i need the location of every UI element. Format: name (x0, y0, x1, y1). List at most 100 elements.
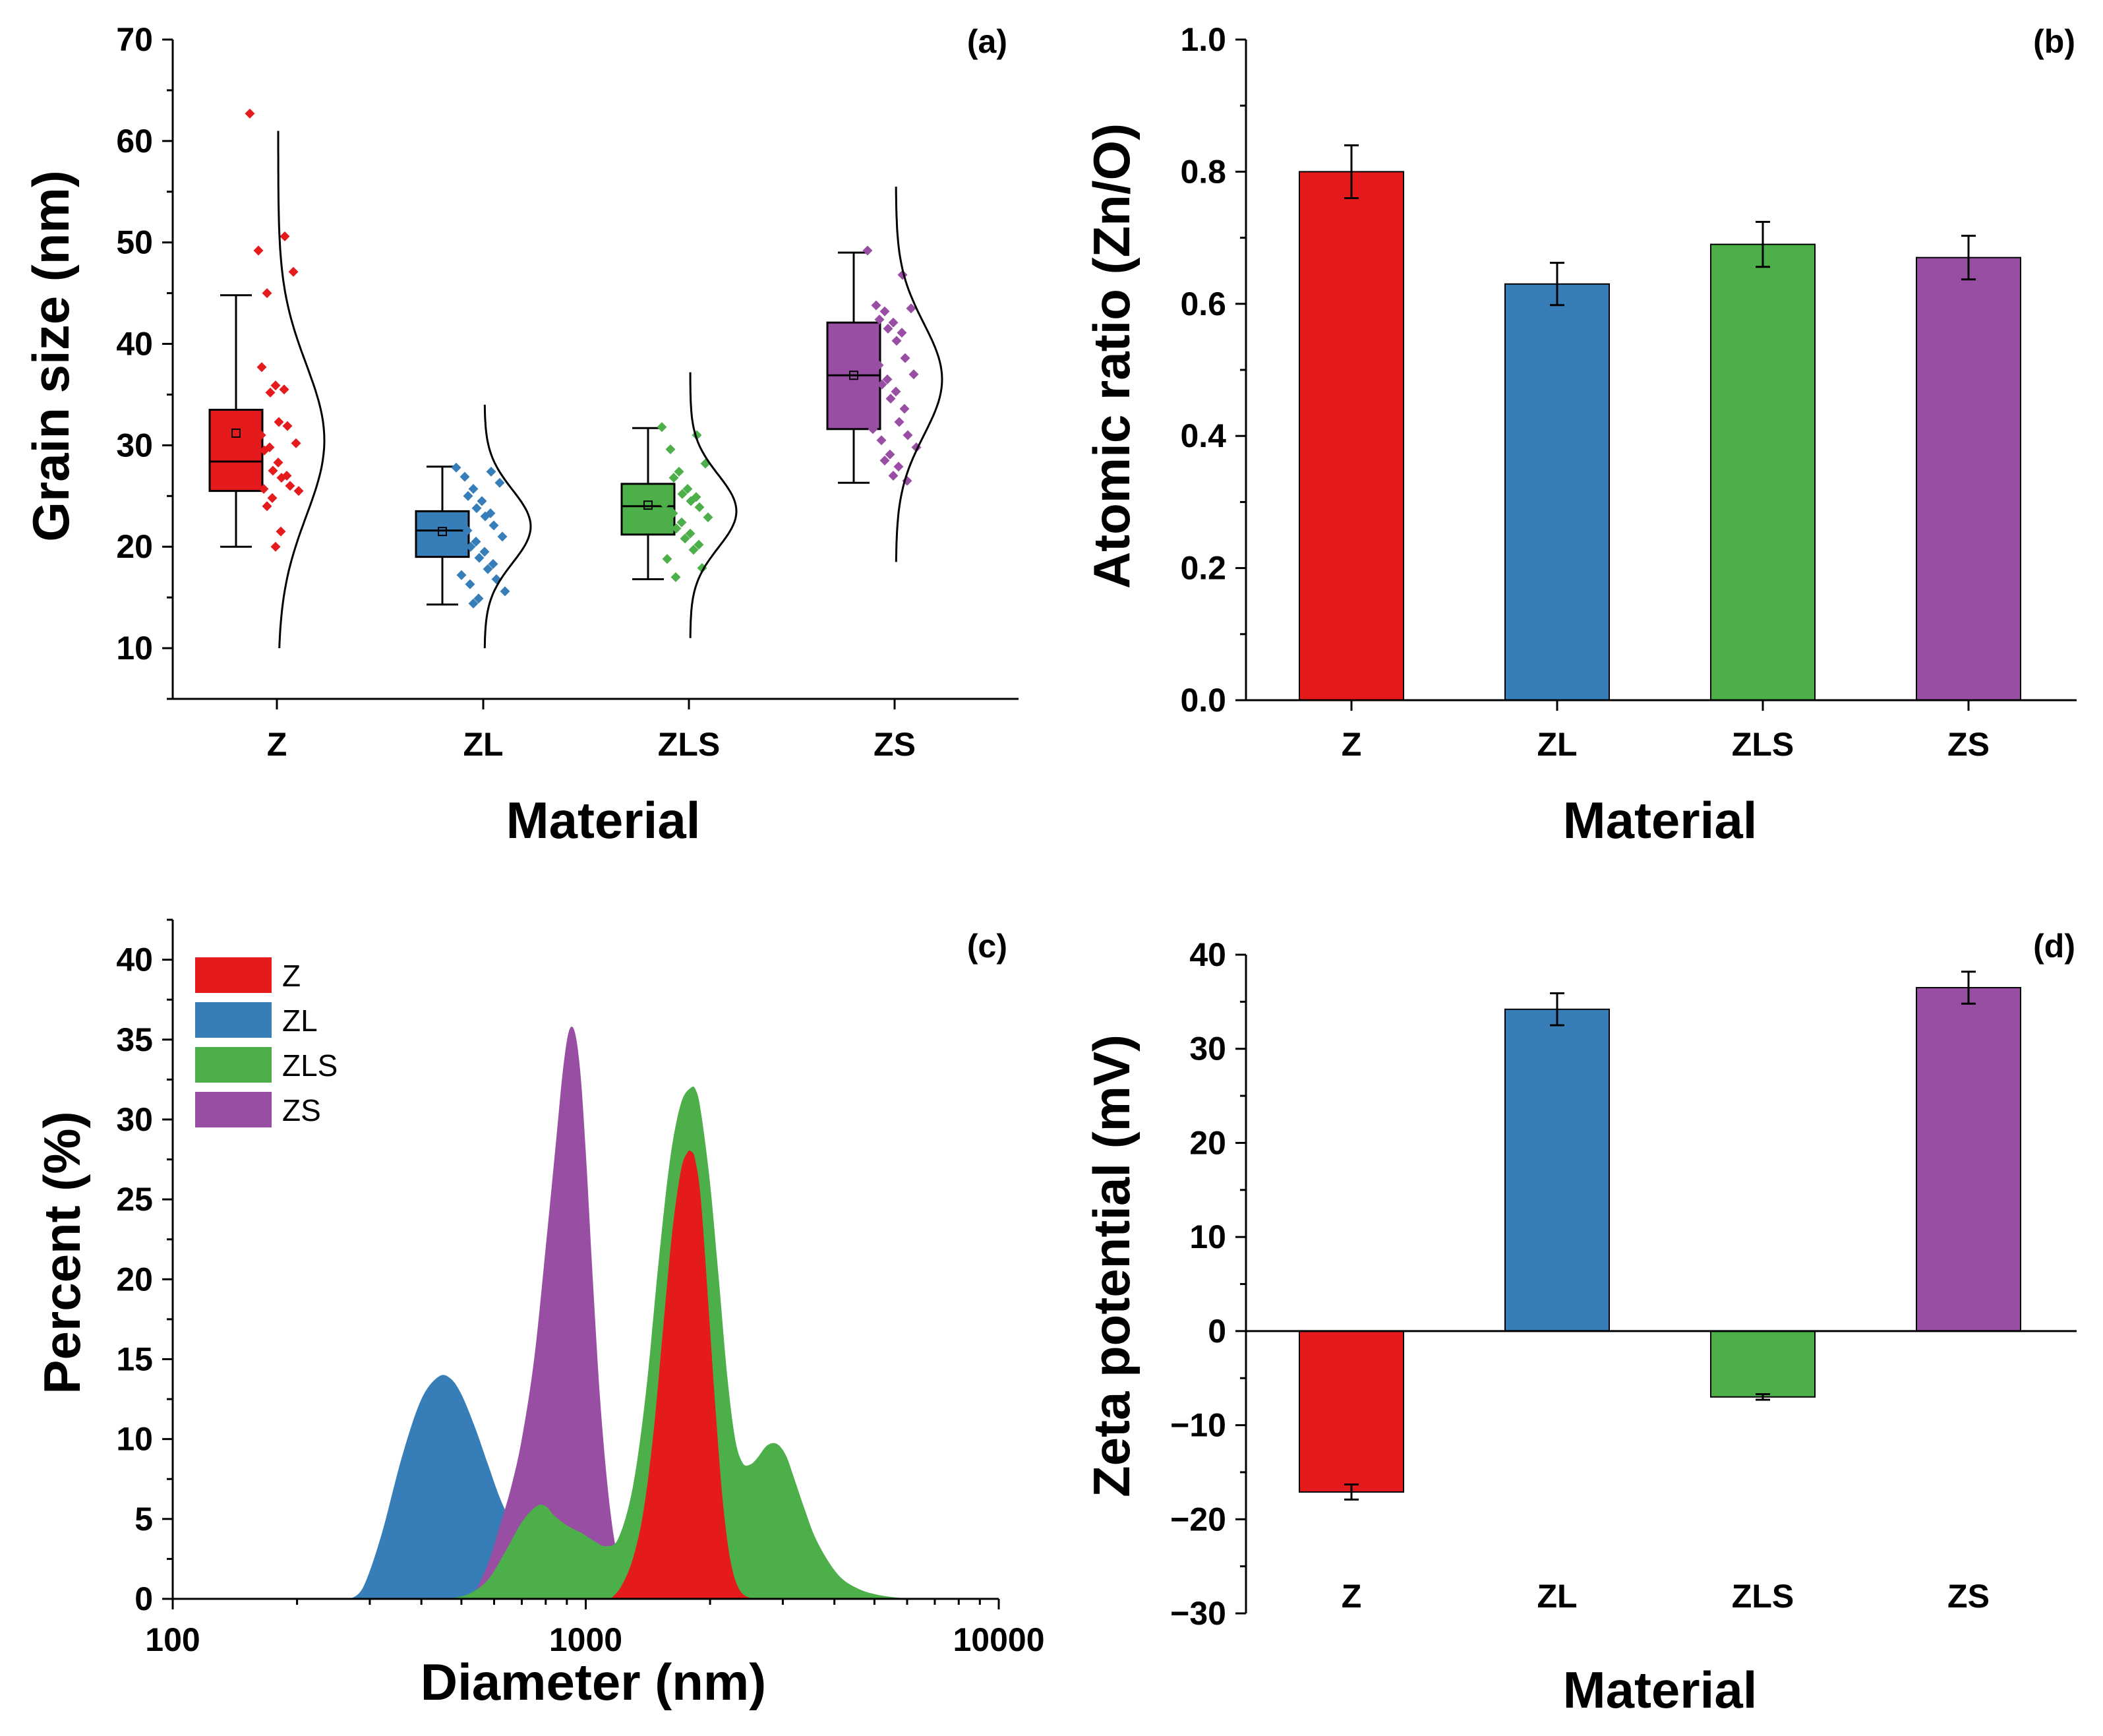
area-series-Z (610, 1151, 754, 1599)
panel-b-xlabel: Material (1563, 791, 1758, 849)
dist-curve-Z (277, 131, 326, 649)
point-Z-5 (256, 362, 267, 373)
point-ZLS-19 (688, 545, 699, 555)
point-ZL-19 (483, 564, 493, 574)
point-ZS-22 (876, 435, 887, 446)
point-Z-21 (285, 481, 295, 491)
panel-c-xtick-label: 100 (145, 1621, 200, 1658)
point-ZL-2 (459, 471, 470, 482)
point-ZS-26 (893, 462, 904, 472)
panel-a-xtick-label: ZL (463, 726, 503, 763)
point-ZL-24 (473, 593, 484, 604)
point-ZLS-10 (659, 499, 670, 510)
point-ZS-14 (882, 374, 893, 384)
point-ZS-12 (874, 360, 884, 371)
point-ZL-11 (489, 520, 499, 531)
point-ZLS-2 (665, 444, 676, 455)
panel-c-ytick-label: 25 (116, 1181, 153, 1218)
point-ZL-16 (479, 547, 490, 557)
panel-b-ytick-label: 0.2 (1180, 550, 1226, 587)
panel-c-xlabel: Diameter (nm) (421, 1653, 766, 1711)
panel-d-ytick-label: 40 (1189, 936, 1226, 973)
point-ZL-0 (451, 462, 461, 473)
panel-d-ytick-label: −10 (1170, 1407, 1226, 1444)
point-Z-0 (245, 108, 255, 119)
point-ZL-20 (456, 570, 467, 580)
point-ZS-0 (862, 245, 873, 256)
point-ZL-4 (468, 484, 479, 494)
point-ZS-8 (897, 328, 907, 338)
bar-Z (1299, 171, 1404, 701)
panel-b-label: (b) (2033, 23, 2075, 60)
panel-a-xtick-label: Z (267, 726, 287, 763)
point-ZS-18 (899, 404, 910, 414)
dist-curve-ZLS (689, 372, 738, 638)
panel-a-plot-area (208, 108, 943, 649)
point-Z-8 (279, 384, 289, 395)
point-ZS-6 (888, 317, 899, 328)
point-ZLS-7 (677, 489, 688, 499)
point-ZLS-15 (671, 524, 682, 534)
box-Z-mean (231, 428, 241, 438)
panel-b-ytick-label: 0.0 (1180, 682, 1226, 719)
point-Z-2 (253, 245, 264, 256)
panel-c-size-distribution: 0 5 10 15 20 25 30 35 40 100 1000 10000 Z ZL ZLS ZS (c… (33, 918, 1045, 1711)
point-ZL-3 (494, 477, 505, 488)
panel-c-ytick-label: 10 (116, 1421, 153, 1458)
bar-Z (1299, 1330, 1404, 1493)
panel-b-xtick-label: ZLS (1732, 726, 1794, 763)
bar-ZS (1916, 256, 2021, 702)
point-ZLS-0 (657, 422, 667, 433)
point-Z-13 (291, 438, 301, 448)
panel-d-ytick-label: 10 (1189, 1218, 1226, 1255)
legend-swatch-ZL (195, 1002, 272, 1038)
panel-b-xtick-label: ZS (1947, 726, 1990, 763)
panel-c-label: (c) (967, 928, 1007, 965)
point-ZS-24 (885, 449, 895, 460)
point-ZS-19 (894, 417, 904, 427)
panel-b-ylabel: Atomic ratio (Zn/O) (1082, 123, 1140, 589)
point-ZL-18 (488, 558, 498, 569)
point-ZLS-22 (670, 572, 681, 582)
panel-b-plot-area (1299, 144, 2021, 702)
panel-c-ytick-label: 0 (134, 1580, 153, 1617)
point-ZLS-4 (674, 466, 684, 477)
panel-c-plot-area (351, 1027, 927, 1599)
point-ZL-22 (465, 579, 475, 589)
point-Z-12 (256, 430, 266, 440)
panel-a-ytick-label: 30 (116, 427, 153, 464)
area-series-ZS (471, 1027, 670, 1599)
bar-ZLS (1710, 1330, 1816, 1398)
point-ZLS-11 (694, 502, 705, 512)
point-Z-1 (280, 231, 290, 241)
dist-curve-ZS (895, 187, 943, 562)
legend-label-ZS: ZS (282, 1093, 321, 1127)
panel-c-xtick-label: 1000 (549, 1621, 622, 1658)
point-ZLS-14 (676, 517, 687, 527)
panel-b-ytick-label: 0.6 (1180, 285, 1226, 322)
panel-a-grain-size: 10 20 30 40 50 60 70 Z ZL ZLS ZS (a) Material Grai… (22, 21, 1019, 849)
panel-a-ytick-label: 60 (116, 123, 153, 160)
point-ZLS-9 (686, 496, 696, 506)
panel-d-ytick-label: −20 (1170, 1501, 1226, 1538)
panel-a-ytick-label: 50 (116, 224, 153, 261)
point-ZL-7 (471, 503, 482, 514)
legend-swatch-ZS (195, 1092, 272, 1127)
panel-d-xtick-label: ZL (1537, 1578, 1577, 1615)
point-Z-17 (268, 465, 278, 476)
point-Z-27 (270, 541, 281, 552)
panel-a-label: (a) (967, 23, 1007, 60)
legend-label-Z: Z (282, 959, 301, 993)
point-Z-26 (276, 526, 286, 537)
panel-a-ylabel: Grain size (nm) (22, 170, 80, 541)
panel-a-xlabel: Material (506, 791, 701, 849)
bar-ZLS (1710, 243, 1816, 701)
point-ZS-9 (891, 336, 902, 346)
legend-swatch-Z (195, 957, 272, 993)
panel-d-ytick-label: 30 (1189, 1031, 1226, 1067)
point-ZS-27 (888, 471, 899, 481)
panel-c-ytick-label: 15 (116, 1340, 153, 1377)
point-ZL-10 (454, 515, 464, 525)
point-ZL-13 (497, 531, 508, 542)
